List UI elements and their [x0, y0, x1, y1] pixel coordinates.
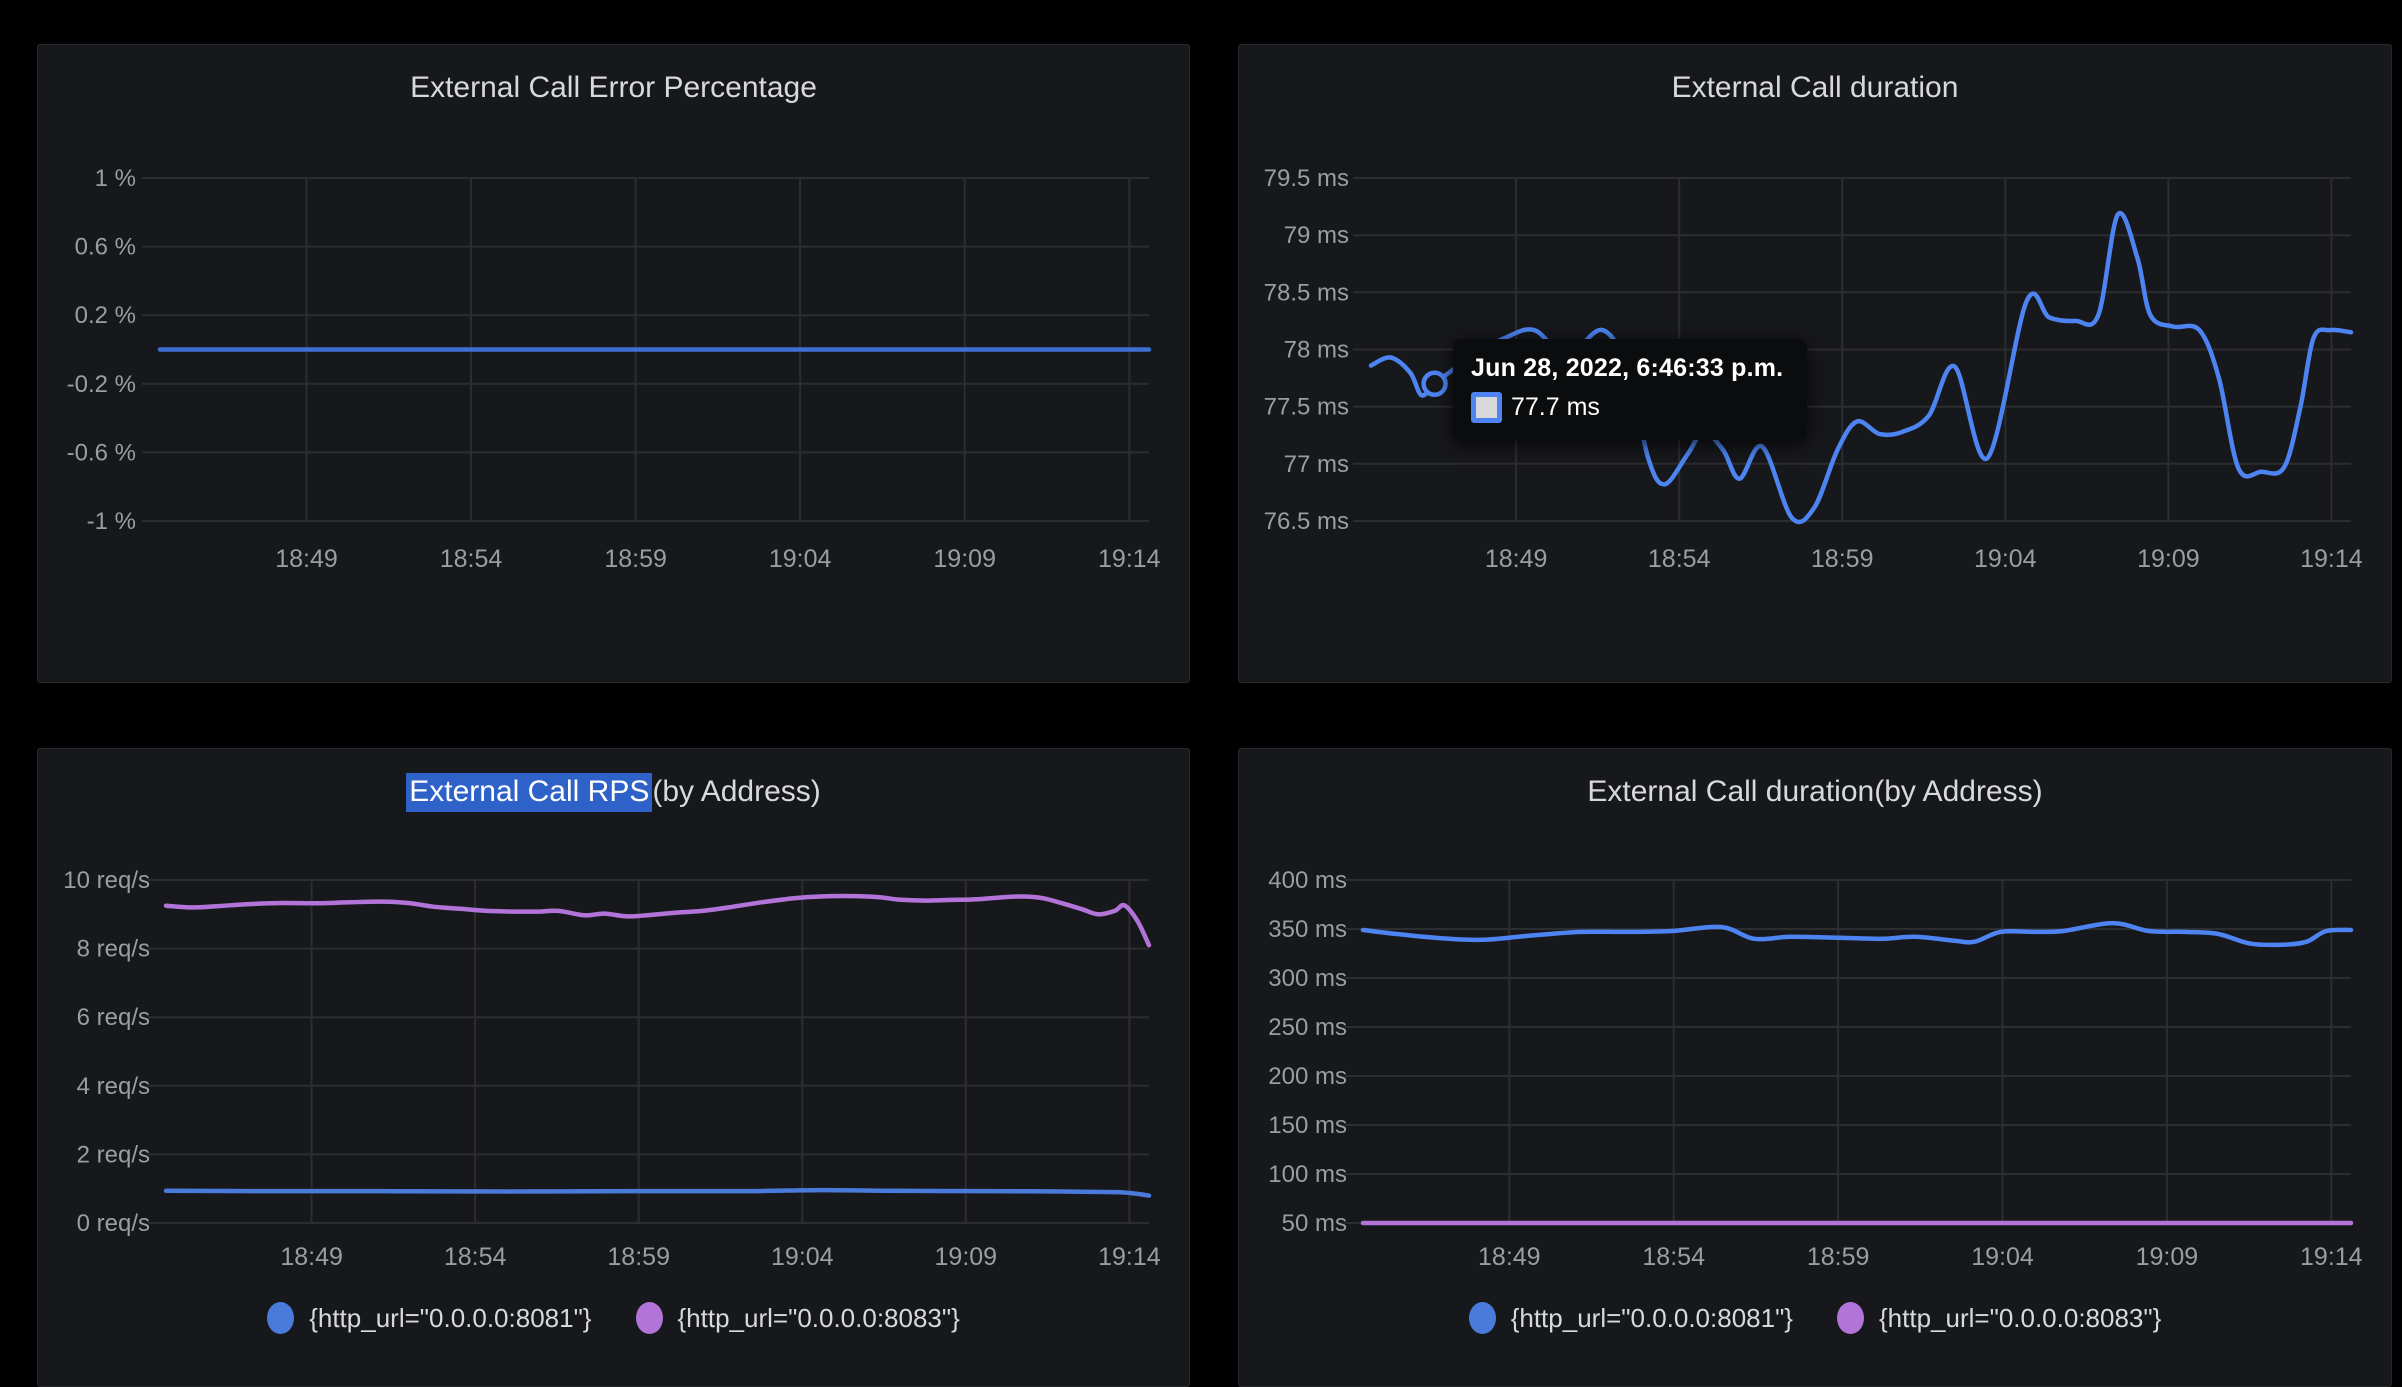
svg-text:19:09: 19:09 [2137, 545, 2200, 573]
legend-item[interactable]: {http_url="0.0.0.0:8083"} [1837, 1302, 2161, 1334]
svg-text:18:49: 18:49 [280, 1243, 343, 1271]
svg-text:18:59: 18:59 [1811, 545, 1874, 573]
svg-text:-1 %: -1 % [87, 508, 136, 535]
series-color-icon [1837, 1302, 1864, 1334]
svg-text:18:59: 18:59 [604, 545, 667, 573]
legend: {http_url="0.0.0.0:8081"} {http_url="0.0.… [1239, 1302, 2391, 1334]
panel-title[interactable]: External Call duration [1239, 69, 2391, 107]
legend-item[interactable]: {http_url="0.0.0.0:8083"} [635, 1302, 960, 1334]
svg-text:0.2 %: 0.2 % [75, 302, 136, 329]
panel-duration-by-address: External Call duration(by Address) 400 m… [1238, 748, 2392, 1387]
panel-title-selected-text: External Call RPS [406, 773, 653, 812]
svg-text:400 ms: 400 ms [1268, 867, 1347, 894]
svg-text:18:54: 18:54 [440, 545, 503, 573]
tooltip-timestamp: Jun 28, 2022, 6:46:33 p.m. [1471, 354, 1784, 382]
legend-label: {http_url="0.0.0.0:8083"} [677, 1302, 960, 1333]
svg-text:0 req/s: 0 req/s [77, 1210, 150, 1237]
panel-title-text: External Call duration(by Address) [1587, 775, 2043, 808]
svg-text:0.6 %: 0.6 % [75, 234, 136, 261]
svg-text:19:04: 19:04 [769, 545, 832, 573]
panel-title[interactable]: External Call Error Percentage [38, 69, 1189, 107]
svg-text:6 req/s: 6 req/s [77, 1004, 150, 1031]
svg-text:19:14: 19:14 [2300, 1243, 2363, 1271]
panel-title-text: External Call Error Percentage [410, 71, 817, 104]
svg-text:200 ms: 200 ms [1268, 1063, 1347, 1090]
svg-text:78.5 ms: 78.5 ms [1264, 279, 1349, 306]
svg-text:78 ms: 78 ms [1284, 337, 1349, 364]
svg-text:19:09: 19:09 [2136, 1243, 2199, 1271]
svg-text:19:09: 19:09 [933, 545, 996, 573]
legend-label: {http_url="0.0.0.0:8081"} [309, 1302, 592, 1333]
svg-text:18:54: 18:54 [1642, 1243, 1705, 1271]
svg-text:76.5 ms: 76.5 ms [1264, 508, 1349, 535]
svg-text:77.5 ms: 77.5 ms [1264, 394, 1349, 421]
svg-text:10 req/s: 10 req/s [63, 867, 150, 894]
svg-text:8 req/s: 8 req/s [77, 936, 150, 963]
series-color-icon [1468, 1302, 1496, 1334]
svg-text:79.5 ms: 79.5 ms [1264, 165, 1349, 192]
panel-error-percentage: External Call Error Percentage 1 % 0.6 % 0… [37, 44, 1190, 683]
svg-text:18:49: 18:49 [1485, 545, 1548, 573]
svg-text:18:49: 18:49 [275, 545, 338, 573]
panel-duration: External Call duration 79.5 ms 79 ms 78.5 … [1238, 44, 2392, 683]
chart-rps-by-address[interactable]: 10 req/s 8 req/s 6 req/s 4 req/s 2 req/s 0 re… [38, 749, 1189, 1386]
svg-text:350 ms: 350 ms [1268, 916, 1347, 943]
tooltip-series-row: 77.7 ms [1471, 392, 1783, 423]
series-swatch-icon [1471, 392, 1502, 423]
svg-text:19:04: 19:04 [1974, 545, 2037, 573]
grafana-dashboard: { "page": { "background": "#000000", "pa… [37, 44, 2392, 1387]
panel-rps-by-address: External Call RPS (by Address) 10 req/s 8 … [37, 748, 1190, 1387]
svg-text:19:04: 19:04 [1971, 1243, 2034, 1271]
svg-text:18:54: 18:54 [444, 1243, 507, 1271]
svg-text:18:49: 18:49 [1478, 1243, 1541, 1271]
svg-text:250 ms: 250 ms [1268, 1014, 1347, 1041]
svg-text:19:04: 19:04 [771, 1243, 834, 1271]
svg-text:77 ms: 77 ms [1284, 451, 1349, 478]
svg-text:-0.6 %: -0.6 % [67, 439, 136, 466]
legend-label: {http_url="0.0.0.0:8081"} [1510, 1302, 1793, 1333]
svg-text:79 ms: 79 ms [1284, 222, 1349, 249]
svg-text:18:59: 18:59 [607, 1243, 670, 1271]
panel-title-text: External Call duration [1671, 71, 1959, 104]
svg-text:19:14: 19:14 [1098, 545, 1161, 573]
panel-title[interactable]: External Call RPS (by Address) [38, 773, 1189, 812]
chart-duration[interactable]: 79.5 ms 79 ms 78.5 ms 78 ms 77.5 ms 77 ms 76.5… [1239, 45, 2391, 682]
svg-text:100 ms: 100 ms [1268, 1161, 1347, 1188]
svg-text:18:59: 18:59 [1807, 1243, 1870, 1271]
svg-text:50 ms: 50 ms [1282, 1210, 1347, 1237]
svg-text:19:14: 19:14 [1098, 1243, 1161, 1271]
legend: {http_url="0.0.0.0:8081"} {http_url="0.0.… [38, 1302, 1189, 1334]
panel-title-text: (by Address) [652, 775, 821, 808]
svg-text:4 req/s: 4 req/s [77, 1073, 150, 1100]
chart-duration-by-address[interactable]: 400 ms 350 ms 300 ms 250 ms 200 ms 150 ms 100 … [1239, 749, 2391, 1386]
svg-text:2 req/s: 2 req/s [77, 1141, 150, 1168]
series-color-icon [635, 1302, 663, 1334]
svg-text:150 ms: 150 ms [1268, 1112, 1347, 1139]
series-color-icon [267, 1302, 295, 1334]
legend-label: {http_url="0.0.0.0:8083"} [1879, 1302, 2162, 1333]
svg-text:1 %: 1 % [95, 165, 136, 192]
chart-tooltip: Jun 28, 2022, 6:46:33 p.m. 77.7 ms [1453, 339, 1808, 440]
svg-text:19:09: 19:09 [935, 1243, 998, 1271]
svg-text:18:54: 18:54 [1648, 545, 1711, 573]
svg-text:19:14: 19:14 [2300, 545, 2363, 573]
tooltip-value: 77.7 ms [1511, 393, 1600, 421]
chart-error-percentage[interactable]: 1 % 0.6 % 0.2 % -0.2 % -0.6 % -1 % 18:49 18:54 1… [38, 45, 1189, 682]
legend-item[interactable]: {http_url="0.0.0.0:8081"} [1468, 1302, 1793, 1334]
panel-title[interactable]: External Call duration(by Address) [1239, 773, 2391, 811]
svg-text:300 ms: 300 ms [1268, 965, 1347, 992]
svg-text:-0.2 %: -0.2 % [67, 371, 136, 398]
legend-item[interactable]: {http_url="0.0.0.0:8081"} [267, 1302, 592, 1334]
